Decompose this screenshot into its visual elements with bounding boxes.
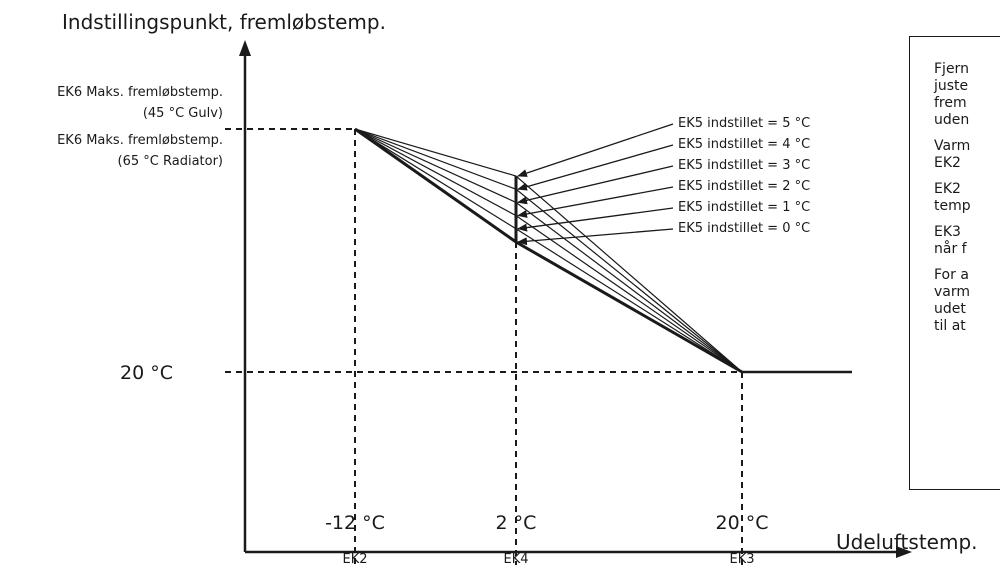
note-line-11: For a [934,267,969,283]
y-axis-title: Indstillingspunkt, fremløbstemp. [62,10,386,34]
max-flow-label-radiator-line1: EK6 Maks. fremløbstemp. [57,133,223,148]
notes-box: Fjern juste frem uden Varm EK2 EK2 temp … [909,36,1000,490]
note-line-13: udet [934,301,966,317]
x-tick-ek3-value: 20 °C [715,512,769,534]
max-flow-label-floor-line1: EK6 Maks. fremløbstemp. [57,85,223,100]
x-axis-title: Udeluftstemp. [836,530,978,554]
pointer-arrow-ek5-5 [517,123,674,177]
x-tick-ek2-value: -12 °C [325,512,385,534]
series-label-ek5-0: EK5 indstillet = 0 °C [678,221,811,236]
note-line-9: EK3 [934,224,961,240]
curve-ek5-0 [354,127,743,374]
curve-ek5-1 [354,128,743,373]
series-label-ek5-4: EK5 indstillet = 4 °C [678,137,811,152]
max-flow-label-floor-line2: (45 °C Gulv) [142,106,223,121]
max-flow-label-radiator: EK6 Maks. fremløbstemp. (65 °C Radiator) [57,130,223,172]
note-line-6: EK2 [934,155,961,171]
pointer-arrow-ek5-2 [517,186,674,218]
note-line-3: frem [934,95,967,111]
note-line-5: Varm [934,138,971,154]
note-line-2: juste [934,78,969,94]
pointer-arrow-ek5-0 [517,228,674,246]
x-axis-arrow-icon [896,546,912,558]
curve-ek5-2 [354,128,743,373]
pointer-arrow-ek5-1 [517,207,674,232]
pointer-arrow-ek5-3 [517,165,674,205]
x-tick-ek4-setting: EK4 [503,552,529,567]
note-line-4: uden [934,112,970,128]
note-line-14: til at [934,318,966,334]
series-label-ek5-2: EK5 indstillet = 2 °C [678,179,811,194]
curve-ek5-3 [354,128,743,373]
max-flow-label-radiator-line2: (65 °C Radiator) [117,154,223,169]
y-tick-20c: 20 °C [120,362,173,384]
series-label-ek5-3: EK5 indstillet = 3 °C [678,158,811,173]
series-label-ek5-5: EK5 indstillet = 5 °C [678,116,811,131]
x-tick-ek3-setting: EK3 [729,552,755,567]
x-tick-ek2-setting: EK2 [342,552,368,567]
curve-ek5-5 [354,128,743,373]
series-label-ek5-1: EK5 indstillet = 1 °C [678,200,811,215]
pointer-arrow-ek5-4 [517,144,674,191]
note-line-1: Fjern [934,61,969,77]
note-line-10: når f [934,241,967,257]
note-line-12: varm [934,284,971,300]
curve-ek5-4 [354,128,743,373]
note-line-7: EK2 [934,181,961,197]
max-flow-label-floor: EK6 Maks. fremløbstemp. (45 °C Gulv) [57,82,223,124]
y-axis-arrow-icon [239,40,251,56]
note-line-8: temp [934,198,971,214]
x-tick-ek4-value: 2 °C [495,512,537,534]
